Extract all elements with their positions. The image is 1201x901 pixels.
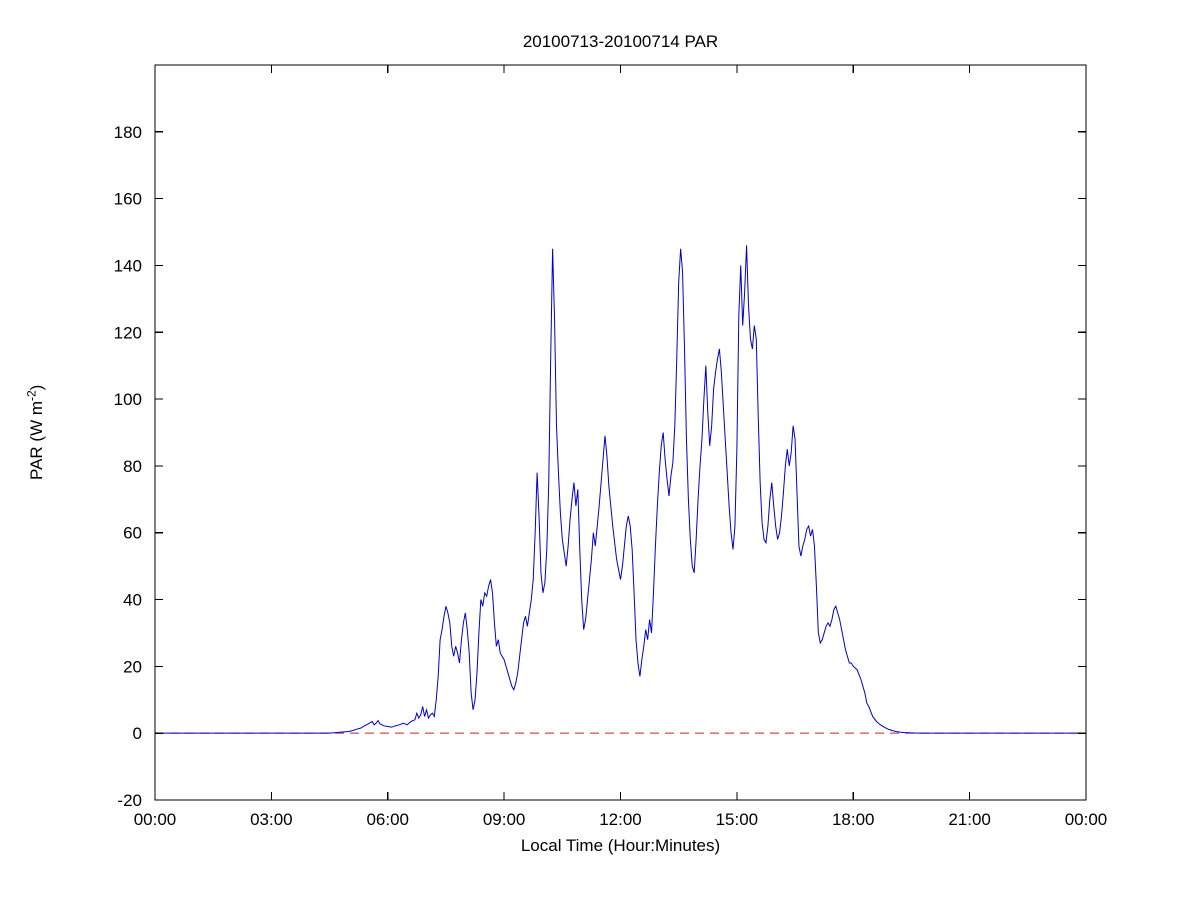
x-tick-label: 15:00 <box>716 810 759 829</box>
x-tick-label: 21:00 <box>948 810 991 829</box>
y-tick-label: 160 <box>114 190 142 209</box>
x-tick-label: 00:00 <box>134 810 177 829</box>
x-tick-label: 18:00 <box>832 810 875 829</box>
x-tick-label: 03:00 <box>250 810 293 829</box>
y-tick-label: 40 <box>123 591 142 610</box>
y-axis-label-base: PAR (W m <box>27 401 47 481</box>
x-tick-label: 00:00 <box>1065 810 1108 829</box>
x-tick-label: 09:00 <box>483 810 526 829</box>
y-tick-label: 140 <box>114 256 142 275</box>
y-tick-label: 80 <box>123 457 142 476</box>
y-axis-label-superscript: -2 <box>24 390 39 402</box>
x-tick-label: 06:00 <box>366 810 409 829</box>
axes-box <box>154 64 1087 801</box>
y-tick-label: 20 <box>123 657 142 676</box>
chart-title: 20100713-20100714 PAR <box>522 32 719 51</box>
x-axis-label: Local Time (Hour:Minutes) <box>520 836 721 855</box>
y-tick-label: 60 <box>123 524 142 543</box>
y-tick-label: 120 <box>114 323 142 342</box>
y-tick-label: 180 <box>114 123 142 142</box>
y-tick-label: 0 <box>133 724 142 743</box>
y-tick-label: -20 <box>117 791 142 810</box>
x-tick-label: 12:00 <box>599 810 642 829</box>
y-tick-label: 100 <box>114 390 142 409</box>
y-axis-label-wrap: PAR (W m-2) <box>6 65 66 800</box>
y-axis-label-end: ) <box>27 384 47 391</box>
y-axis-label: PAR (W m-2) <box>25 385 48 480</box>
series-PAR <box>155 245 1086 734</box>
